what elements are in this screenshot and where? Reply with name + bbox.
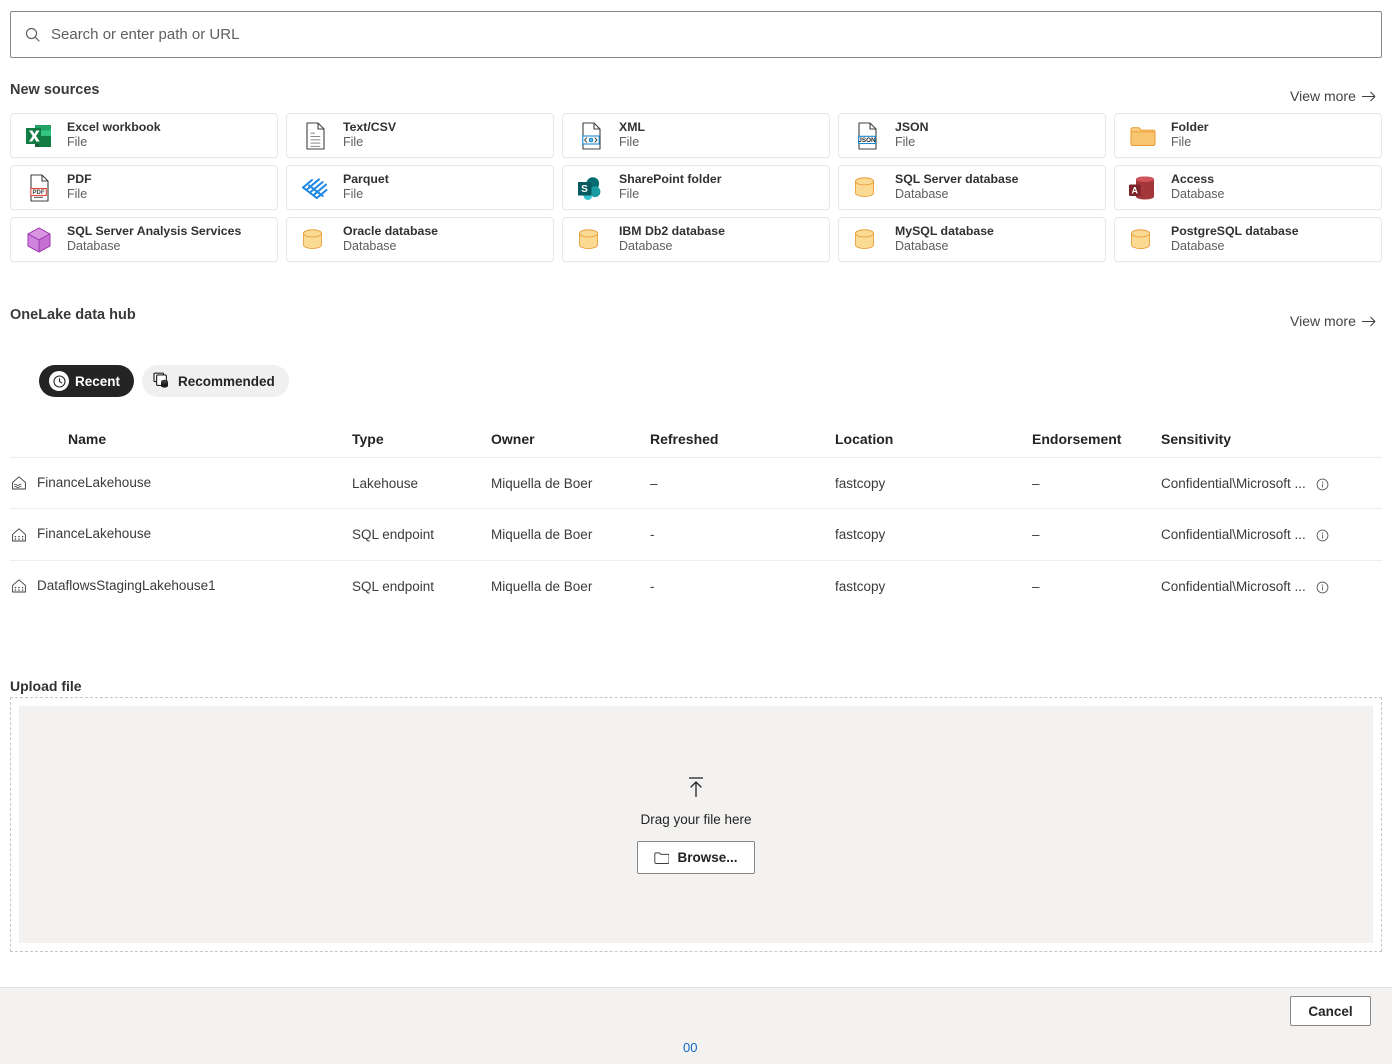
svg-text:S: S: [581, 184, 588, 195]
svg-text:A: A: [1131, 185, 1138, 195]
svg-text:JSON: JSON: [858, 136, 876, 143]
svg-text:PDF: PDF: [33, 189, 45, 195]
